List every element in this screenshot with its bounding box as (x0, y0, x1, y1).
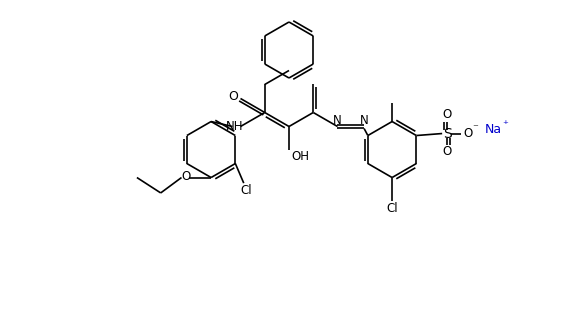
Text: OH: OH (291, 150, 309, 163)
Text: O: O (443, 145, 452, 158)
Text: Cl: Cl (386, 202, 398, 215)
Text: S: S (443, 127, 451, 140)
Text: N: N (360, 114, 368, 127)
Text: ⁺: ⁺ (502, 119, 508, 129)
Text: N: N (333, 114, 342, 127)
Text: O: O (464, 127, 473, 140)
Text: Cl: Cl (240, 184, 251, 197)
Text: O: O (443, 108, 452, 121)
Text: O: O (181, 170, 190, 183)
Text: ⁻: ⁻ (472, 124, 478, 134)
Text: Na: Na (484, 123, 502, 136)
Text: O: O (228, 90, 239, 103)
Text: NH: NH (226, 120, 243, 133)
